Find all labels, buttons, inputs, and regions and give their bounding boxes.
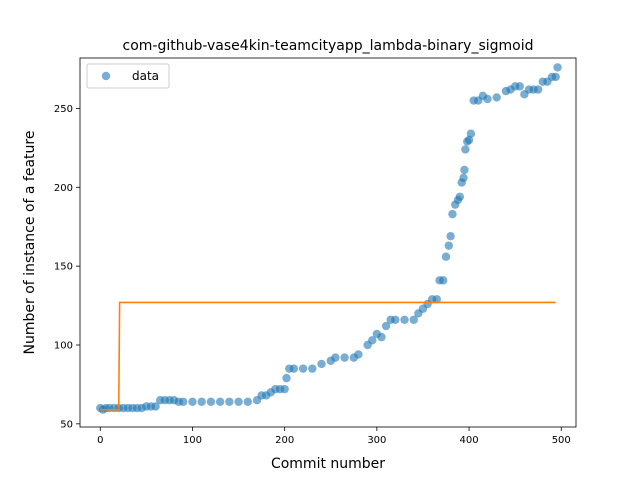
data-point — [280, 384, 289, 394]
data-point — [151, 402, 160, 411]
data-point — [234, 397, 243, 406]
x-tick-label: 200 — [275, 435, 294, 446]
y-tick-label: 50 — [60, 419, 73, 430]
data-point — [197, 397, 206, 406]
data-point — [317, 359, 326, 369]
data-point — [282, 373, 291, 383]
chart-title: com-github-vase4kin-teamcityapp_lambda-b… — [123, 38, 534, 54]
data-point — [391, 315, 400, 324]
data-point — [551, 72, 560, 82]
legend-label-data: data — [132, 69, 159, 83]
data-point — [206, 397, 216, 406]
data-point — [441, 252, 451, 261]
data-point — [243, 397, 252, 406]
legend: data — [86, 63, 170, 89]
data-point — [483, 94, 492, 104]
data-point — [553, 63, 562, 72]
fit-line — [100, 301, 556, 411]
data-point — [409, 315, 418, 324]
data-point — [215, 397, 225, 406]
x-tick-label: 0 — [97, 435, 103, 446]
data-point — [308, 364, 317, 373]
data-point — [368, 336, 377, 345]
x-tick-label: 400 — [460, 435, 479, 446]
data-point — [400, 315, 409, 324]
data-point — [461, 145, 470, 154]
data-point — [289, 364, 299, 373]
data-point — [448, 209, 457, 219]
data-point — [460, 165, 469, 175]
data-point — [459, 173, 468, 183]
data-point — [381, 321, 391, 331]
x-axis: 0 100 200 300 400 500 — [97, 427, 571, 446]
data-point — [432, 295, 441, 304]
data-point — [534, 85, 543, 94]
y-tick-label: 250 — [54, 104, 73, 115]
data-point — [225, 397, 234, 406]
data-point — [188, 397, 197, 406]
plot-area — [96, 63, 562, 414]
data-point — [455, 192, 465, 201]
x-tick-label: 100 — [183, 435, 202, 446]
x-tick-label: 300 — [367, 435, 386, 446]
legend-box — [86, 63, 170, 89]
data-point — [515, 82, 524, 91]
data-point — [444, 241, 453, 250]
y-tick-label: 100 — [54, 341, 73, 352]
axes-frame — [79, 57, 577, 428]
data-point — [464, 135, 474, 145]
legend-marker-data — [101, 71, 111, 81]
data-point — [439, 276, 448, 285]
data-point — [179, 397, 188, 406]
data-point — [446, 231, 455, 241]
y-tick-label: 150 — [54, 262, 73, 273]
y-axis-label: Number of instance of a feature — [22, 131, 38, 355]
data-point — [354, 350, 363, 359]
data-point — [331, 353, 340, 362]
x-axis-label: Commit number — [271, 456, 385, 472]
data-point — [298, 364, 308, 373]
y-tick-label: 200 — [54, 183, 73, 194]
data-point — [377, 332, 386, 342]
y-axis: 50 100 150 200 250 — [54, 104, 80, 430]
x-tick-label: 500 — [552, 435, 571, 446]
data-point — [492, 93, 501, 102]
data-point — [340, 353, 349, 362]
data-point — [466, 129, 476, 138]
